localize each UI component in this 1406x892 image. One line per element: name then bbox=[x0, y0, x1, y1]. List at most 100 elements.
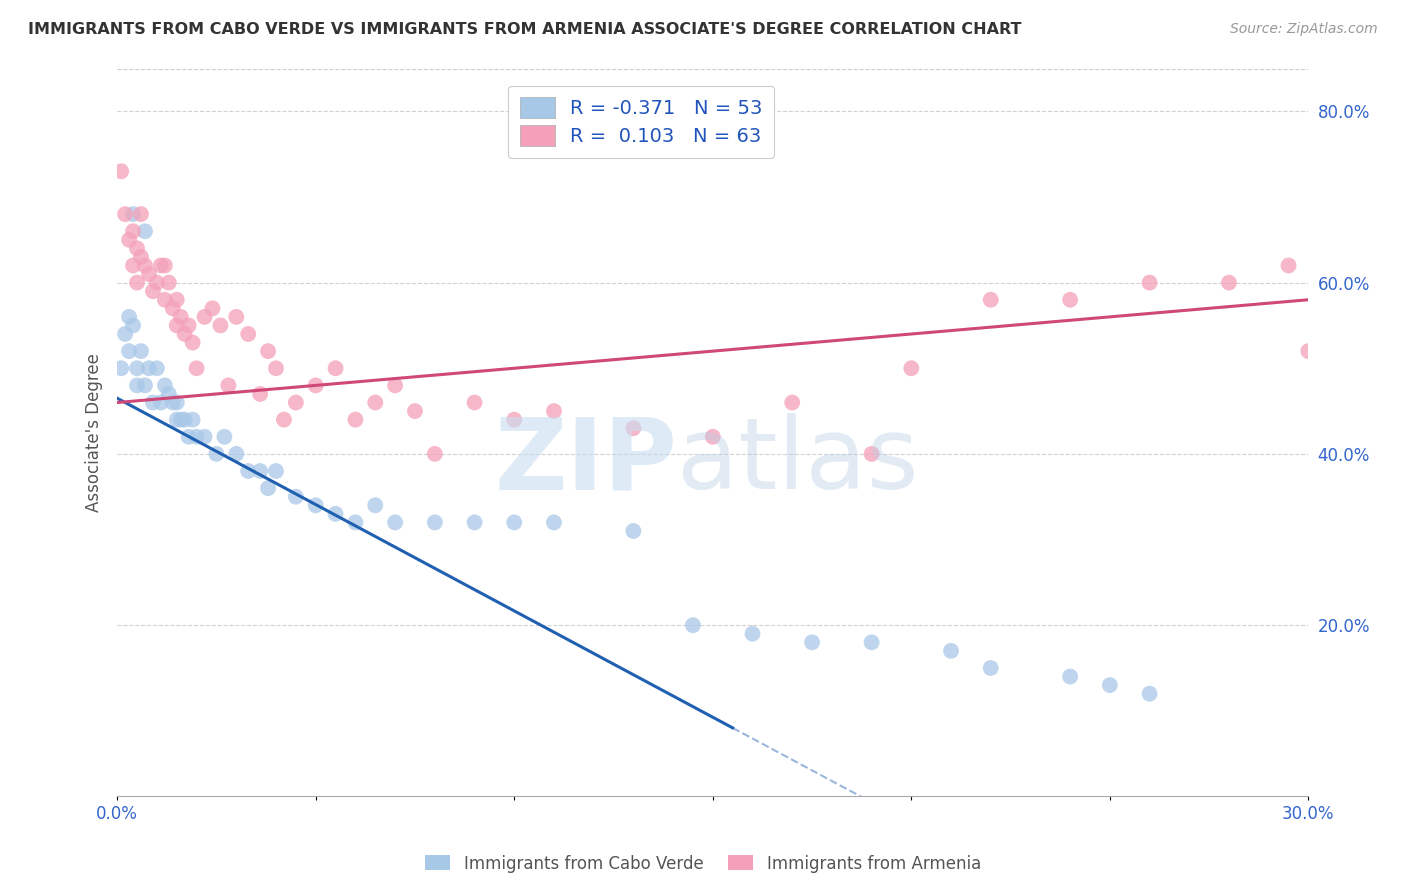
Point bbox=[464, 395, 486, 409]
Point bbox=[146, 276, 169, 290]
Point bbox=[1218, 276, 1240, 290]
Point bbox=[860, 635, 883, 649]
Point bbox=[170, 412, 193, 426]
Point bbox=[900, 361, 922, 376]
Point bbox=[177, 318, 200, 333]
Legend: Immigrants from Cabo Verde, Immigrants from Armenia: Immigrants from Cabo Verde, Immigrants f… bbox=[419, 848, 987, 880]
Point bbox=[122, 259, 145, 273]
Point bbox=[125, 361, 148, 376]
Point bbox=[780, 395, 803, 409]
Point bbox=[225, 447, 247, 461]
Point bbox=[166, 412, 188, 426]
Point bbox=[122, 224, 145, 238]
Point bbox=[249, 387, 271, 401]
Y-axis label: Associate's Degree: Associate's Degree bbox=[86, 353, 103, 512]
Point bbox=[214, 430, 236, 444]
Point bbox=[157, 276, 180, 290]
Point bbox=[118, 344, 141, 359]
Point bbox=[1337, 310, 1360, 324]
Point bbox=[273, 412, 295, 426]
Point bbox=[860, 447, 883, 461]
Point bbox=[364, 498, 387, 512]
Point bbox=[138, 361, 160, 376]
Point bbox=[217, 378, 239, 392]
Point bbox=[110, 361, 132, 376]
Point bbox=[503, 412, 526, 426]
Point bbox=[125, 241, 148, 255]
Point bbox=[384, 516, 406, 530]
Point bbox=[181, 335, 204, 350]
Point bbox=[264, 464, 287, 478]
Point bbox=[238, 464, 260, 478]
Point bbox=[225, 310, 247, 324]
Point bbox=[423, 516, 446, 530]
Point bbox=[173, 412, 195, 426]
Point bbox=[980, 293, 1002, 307]
Point bbox=[170, 310, 193, 324]
Point bbox=[134, 224, 156, 238]
Point bbox=[173, 326, 195, 341]
Point bbox=[149, 259, 172, 273]
Point bbox=[146, 361, 169, 376]
Point bbox=[801, 635, 824, 649]
Point bbox=[249, 464, 271, 478]
Point bbox=[980, 661, 1002, 675]
Point bbox=[325, 361, 347, 376]
Point bbox=[503, 516, 526, 530]
Point bbox=[257, 481, 280, 495]
Point bbox=[423, 447, 446, 461]
Point bbox=[205, 447, 228, 461]
Point bbox=[186, 361, 208, 376]
Point bbox=[1298, 344, 1320, 359]
Point bbox=[129, 344, 152, 359]
Point bbox=[384, 378, 406, 392]
Point bbox=[114, 207, 136, 221]
Point bbox=[238, 326, 260, 341]
Point bbox=[114, 326, 136, 341]
Point bbox=[122, 318, 145, 333]
Point bbox=[149, 395, 172, 409]
Point bbox=[193, 310, 215, 324]
Point bbox=[118, 310, 141, 324]
Point bbox=[142, 395, 165, 409]
Point bbox=[621, 421, 644, 435]
Point bbox=[142, 284, 165, 298]
Point bbox=[284, 490, 307, 504]
Point bbox=[129, 250, 152, 264]
Point bbox=[122, 207, 145, 221]
Text: IMMIGRANTS FROM CABO VERDE VS IMMIGRANTS FROM ARMENIA ASSOCIATE'S DEGREE CORRELA: IMMIGRANTS FROM CABO VERDE VS IMMIGRANTS… bbox=[28, 22, 1022, 37]
Point bbox=[166, 318, 188, 333]
Point bbox=[1277, 259, 1299, 273]
Point bbox=[741, 626, 763, 640]
Point bbox=[464, 516, 486, 530]
Point bbox=[1139, 276, 1161, 290]
Point bbox=[153, 293, 176, 307]
Point bbox=[157, 387, 180, 401]
Point bbox=[110, 164, 132, 178]
Point bbox=[153, 378, 176, 392]
Point bbox=[162, 395, 184, 409]
Point bbox=[364, 395, 387, 409]
Point bbox=[1376, 276, 1399, 290]
Point bbox=[344, 412, 367, 426]
Point bbox=[682, 618, 704, 632]
Point bbox=[344, 516, 367, 530]
Point bbox=[181, 412, 204, 426]
Point bbox=[1098, 678, 1121, 692]
Point bbox=[305, 498, 328, 512]
Point bbox=[125, 378, 148, 392]
Text: Source: ZipAtlas.com: Source: ZipAtlas.com bbox=[1230, 22, 1378, 37]
Point bbox=[125, 276, 148, 290]
Point bbox=[153, 259, 176, 273]
Point bbox=[186, 430, 208, 444]
Point bbox=[177, 430, 200, 444]
Point bbox=[166, 293, 188, 307]
Point bbox=[702, 430, 724, 444]
Point bbox=[138, 267, 160, 281]
Point bbox=[166, 395, 188, 409]
Point bbox=[264, 361, 287, 376]
Point bbox=[939, 644, 962, 658]
Point bbox=[129, 207, 152, 221]
Point bbox=[134, 378, 156, 392]
Point bbox=[118, 233, 141, 247]
